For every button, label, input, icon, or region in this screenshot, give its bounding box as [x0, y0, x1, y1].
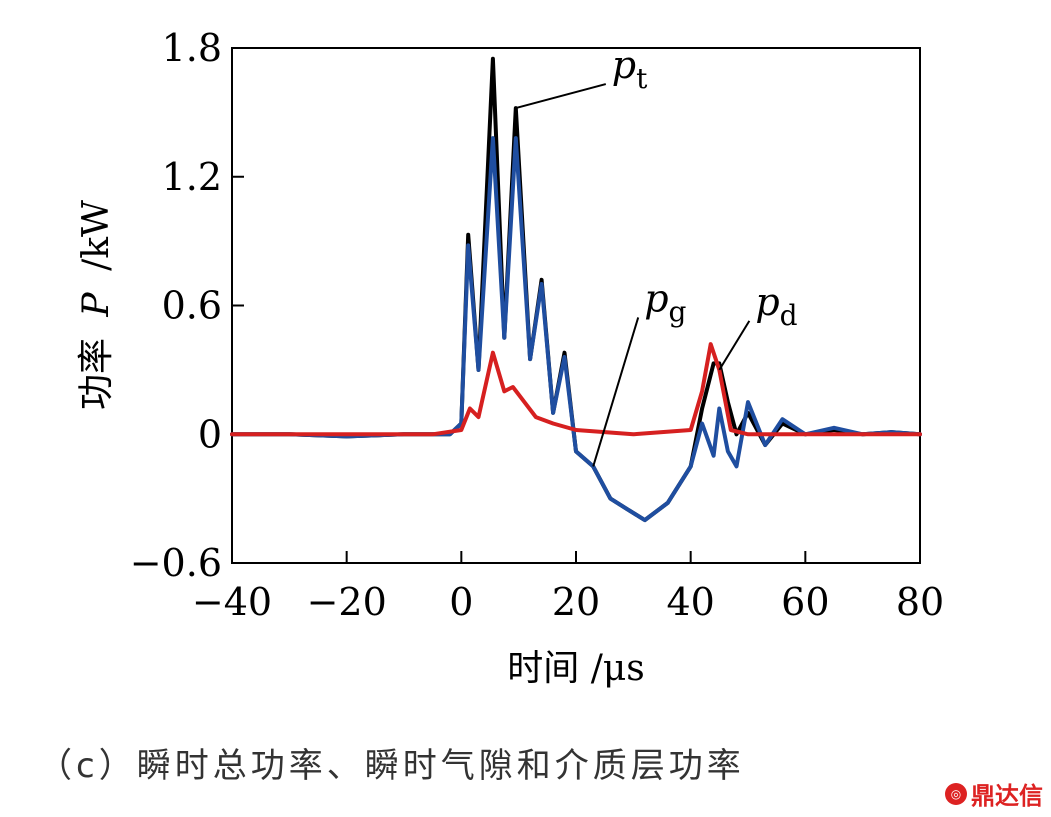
y-tick-label: −0.6: [130, 541, 222, 585]
x-tick-label: −40: [192, 580, 272, 624]
x-tick-label: 80: [896, 580, 944, 624]
y-tick-label: 0: [198, 412, 222, 456]
annotation-leader: [515, 83, 607, 110]
x-tick-label: −20: [307, 580, 387, 624]
annotation-var: p: [755, 280, 779, 324]
y-axis-label-unit: /kW: [76, 200, 117, 271]
y-axis-label-var: P: [76, 292, 117, 318]
annotation-var: p: [612, 43, 636, 87]
annotation-sub: d: [780, 299, 798, 332]
annotation-label: pt: [612, 43, 648, 95]
series-line-p-d: [230, 342, 922, 437]
watermark-logo-icon: ◎: [945, 782, 967, 805]
x-tick-label: 60: [781, 580, 829, 624]
annotation-leader: [592, 317, 640, 467]
annotation-leader: [718, 320, 751, 371]
annotation-sub: t: [636, 62, 648, 95]
x-axis-label: 时间 /μs: [507, 648, 644, 689]
annotation-var: p: [644, 276, 668, 320]
y-tick-label: 0.6: [162, 284, 222, 328]
watermark: ◎ 鼎达信: [945, 776, 1043, 811]
y-axis-label-prefix: 功率: [76, 338, 117, 410]
plot-frame: [231, 47, 921, 564]
annotation-sub: g: [669, 295, 687, 328]
watermark-text: 鼎达信: [971, 782, 1043, 810]
x-tick-label: 0: [449, 580, 473, 624]
y-axis-label: 功率 P /kW: [76, 200, 117, 410]
x-tick-label: 40: [666, 580, 714, 624]
y-tick-label: 1.8: [162, 26, 222, 70]
y-tick-label: 1.2: [162, 155, 222, 199]
annotation-label: pg: [644, 276, 686, 328]
x-tick-label: 20: [552, 580, 600, 624]
annotation-label: pd: [755, 280, 797, 332]
series-line-p-g: [230, 136, 922, 523]
figure-caption: （c）瞬时总功率、瞬时气隙和介质层功率: [38, 746, 745, 786]
